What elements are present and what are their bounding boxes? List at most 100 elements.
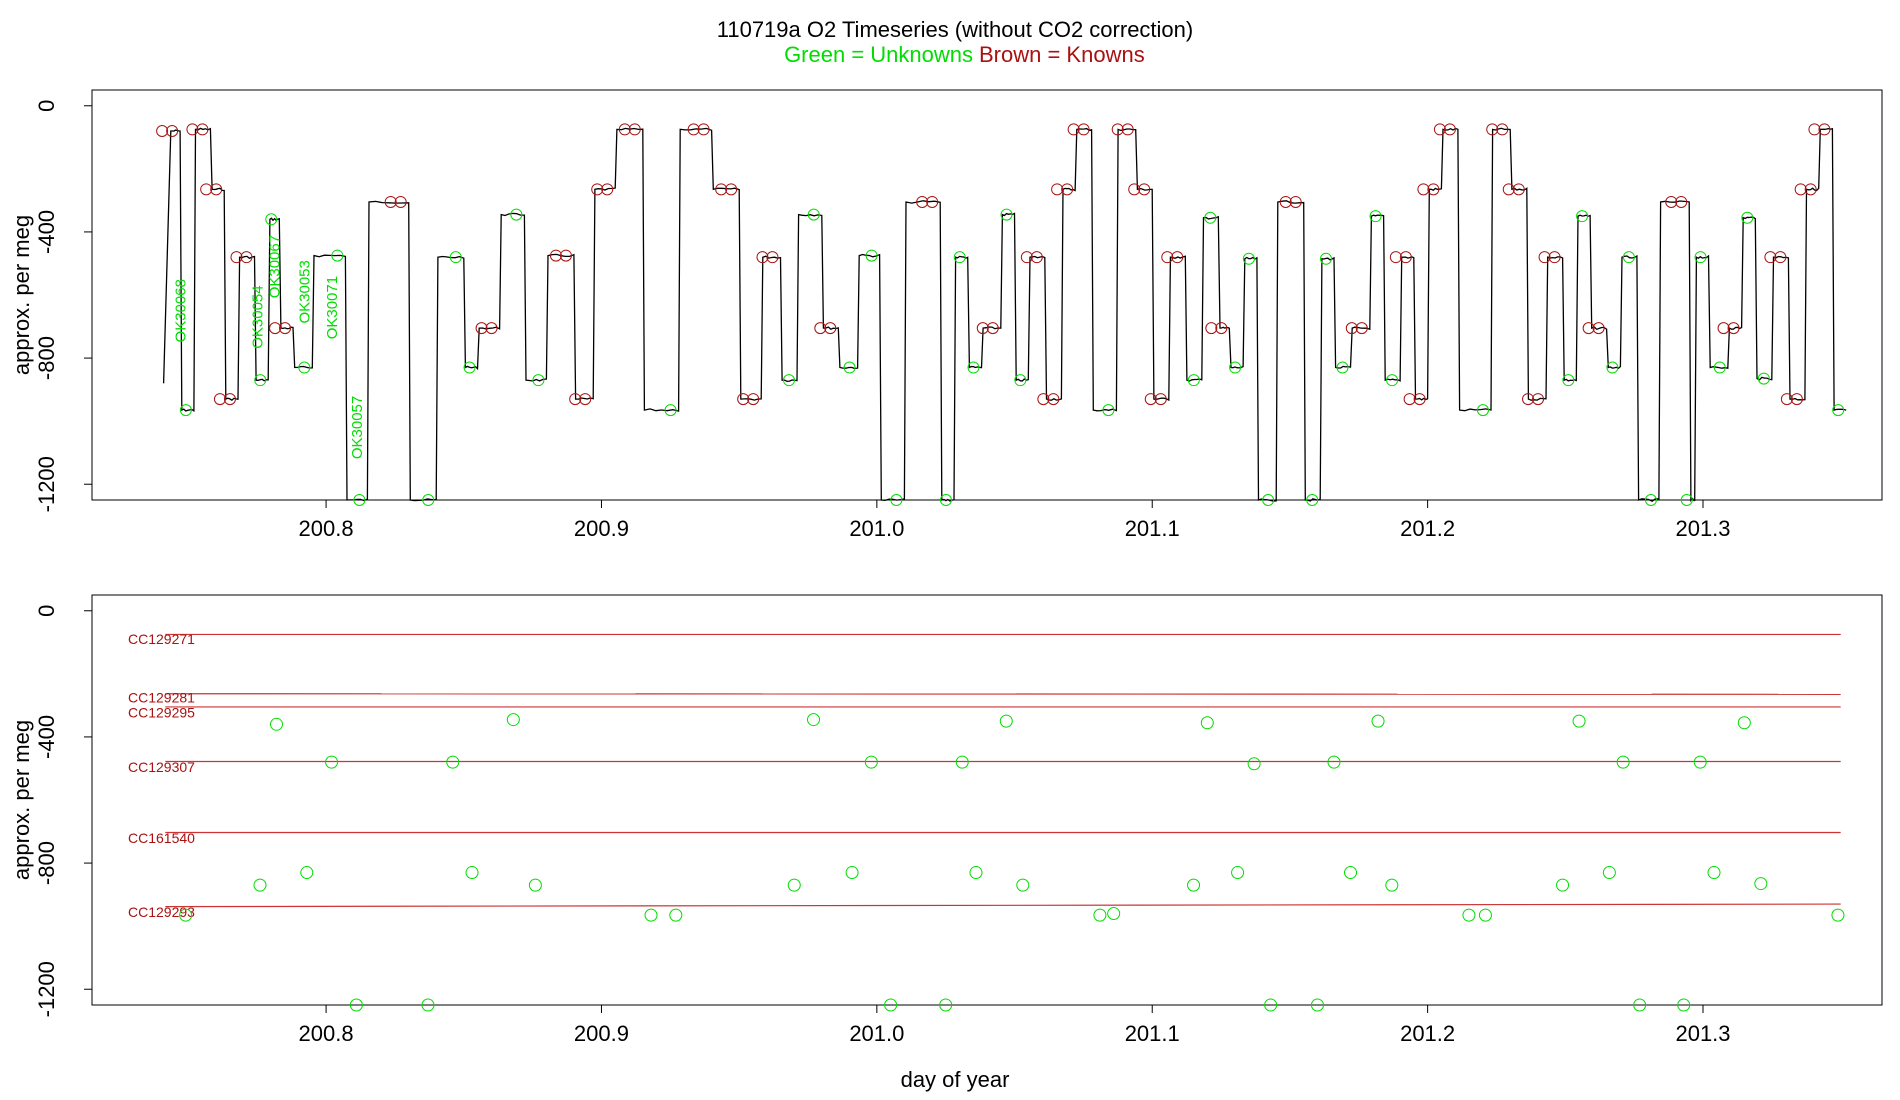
known-sample-marker <box>579 393 592 406</box>
unknown-point <box>939 998 953 1012</box>
known-sample-marker <box>1804 183 1817 196</box>
unknown-sample-marker <box>1187 374 1200 387</box>
timeseries-plot-frame <box>91 89 1883 501</box>
unknown-sample-marker <box>865 249 878 262</box>
unknown-sample-marker <box>1369 210 1382 223</box>
known-sample-marker <box>1138 183 1151 196</box>
unknown-point <box>1187 878 1201 892</box>
known-sample-marker <box>475 322 488 335</box>
known-sample-marker <box>1161 251 1174 264</box>
unknown-point <box>1385 878 1399 892</box>
unknown-sample-marker <box>298 361 311 374</box>
reference-line <box>165 693 1841 695</box>
known-sample-marker <box>1215 322 1228 335</box>
known-sample-marker <box>1592 322 1605 335</box>
known-sample-marker <box>725 183 738 196</box>
known-sample-marker <box>737 393 750 406</box>
known-sample-marker <box>1403 393 1416 406</box>
unknown-sample-marker <box>1000 208 1013 221</box>
unknown-point <box>845 866 859 880</box>
unknown-sample-marker <box>1319 252 1332 265</box>
unknown-sample-marker <box>463 361 476 374</box>
unknown-sample-marker <box>179 404 192 417</box>
timeseries-y-axis-label: approx. per meg <box>9 215 34 375</box>
known-sample-marker <box>756 251 769 264</box>
known-sample-marker <box>1030 251 1043 264</box>
unknown-sample-marker <box>422 494 435 506</box>
known-sample-marker <box>1154 393 1167 406</box>
known-sample-marker <box>916 195 929 208</box>
known-sample-marker <box>986 322 999 335</box>
timeseries-y-tick-label: -400 <box>34 210 59 254</box>
known-sample-marker <box>628 123 641 136</box>
unknown-point <box>1310 998 1324 1012</box>
reference-line-label: CC129295 <box>128 704 195 720</box>
known-sample-marker <box>394 195 407 208</box>
o2-trace-line <box>162 127 1847 503</box>
known-sample-marker <box>1496 123 1509 136</box>
unknown-point <box>253 878 267 892</box>
unknown-point <box>1572 714 1586 728</box>
known-sample-marker <box>485 322 498 335</box>
unknown-sample-marker <box>1306 494 1319 506</box>
unknown-point <box>1107 907 1121 921</box>
known-sample-marker <box>1345 322 1358 335</box>
results-panel: approx. per meg day of year 200.8 200.9 20… <box>9 594 1883 1092</box>
known-sample-marker <box>1443 123 1456 136</box>
known-sample-marker <box>976 322 989 335</box>
sample-markers <box>156 123 1845 506</box>
unknown-sample-marker <box>1102 404 1115 417</box>
known-sample-marker <box>601 183 614 196</box>
known-sample-marker <box>223 393 236 406</box>
unknown-sample-marker <box>1622 251 1635 264</box>
known-sample-marker <box>1582 322 1595 335</box>
known-sample-marker <box>384 195 397 208</box>
known-sample-marker <box>715 183 728 196</box>
unknown-point <box>506 713 520 727</box>
unknown-point <box>1707 866 1721 880</box>
known-sample-marker <box>1427 183 1440 196</box>
known-sample-marker <box>200 183 213 196</box>
timeseries-x-tick-label: 201.3 <box>1675 516 1730 541</box>
unknown-sample-marker <box>254 374 267 387</box>
known-sample-marker <box>1512 183 1525 196</box>
unknown-point <box>1264 998 1278 1012</box>
unknown-point <box>1633 998 1647 1012</box>
unknown-point <box>300 866 314 880</box>
known-sample-marker <box>1502 183 1515 196</box>
known-sample-marker <box>559 249 572 262</box>
known-sample-marker <box>186 123 199 136</box>
known-sample-marker <box>697 123 710 136</box>
unknown-point <box>1371 714 1385 728</box>
known-sample-marker <box>1808 123 1821 136</box>
legend-unknowns: Green = Unknowns <box>784 42 973 67</box>
known-sample-marker <box>687 123 700 136</box>
known-sample-marker <box>196 123 209 136</box>
timeseries-panel: approx. per meg 200.8 200.9 201.0 201.1 201.… <box>9 89 1883 541</box>
unknown-point <box>270 717 284 731</box>
results-x-tick-label: 201.1 <box>1125 1021 1180 1046</box>
sample-id-label: OK30054 <box>250 285 267 348</box>
timeseries-x-tick-label: 200.9 <box>574 516 629 541</box>
unknown-sample-marker <box>939 494 952 506</box>
known-sample-marker <box>618 123 631 136</box>
known-sample-marker <box>1389 251 1402 264</box>
known-sample-marker <box>1675 195 1688 208</box>
known-sample-marker <box>1818 123 1831 136</box>
timeseries-x-tick-label: 201.1 <box>1125 516 1180 541</box>
legend-knowns: Brown = Knowns <box>979 42 1145 67</box>
results-y-tick-label: 0 <box>34 605 59 617</box>
unknown-point <box>1616 755 1630 769</box>
unknown-point <box>1693 755 1707 769</box>
known-sample-marker <box>269 322 282 335</box>
unknown-sample-marker <box>1694 251 1707 264</box>
known-sample-marker <box>1144 393 1157 406</box>
sample-id-label: OK30057 <box>349 396 366 459</box>
sample-id-label: OK30053 <box>297 260 314 323</box>
known-sample-marker <box>1486 123 1499 136</box>
known-sample-marker <box>1067 123 1080 136</box>
unknown-sample-marker <box>1262 494 1275 506</box>
